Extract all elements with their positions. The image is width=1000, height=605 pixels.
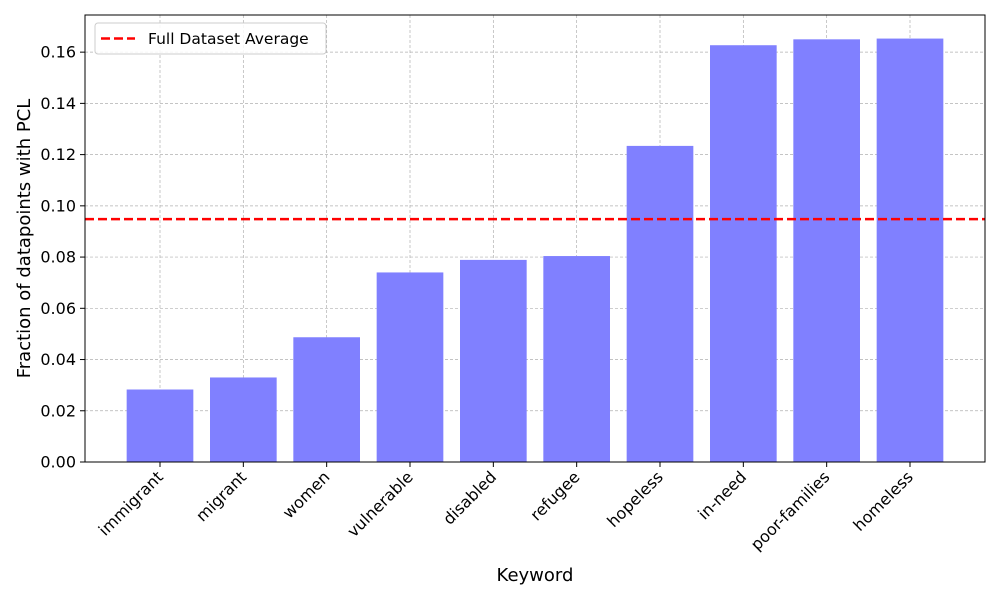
bar [460,259,527,462]
bar [793,39,860,463]
x-tick-label: women [279,467,334,522]
x-axis-title: Keyword [497,565,574,586]
y-tick-label: 0.10 [40,196,76,215]
y-tick-label: 0.08 [40,248,76,267]
x-tick-label: homeless [849,467,916,534]
y-tick-label: 0.06 [40,299,76,318]
legend-label: Full Dataset Average [148,30,309,48]
bar [126,389,194,462]
bar [376,272,444,462]
plot-frame [84,14,986,463]
x-ticks: immigrant migrant women vulnerable disabled r… [95,462,917,554]
bars-layer [126,38,944,463]
bar [626,145,694,462]
legend: Full Dataset Average [94,22,327,55]
y-axis-title: Fraction of datapoints with PCL [14,99,35,379]
x-tick-label: refugee [526,467,583,524]
x-tick-label: vulnerable [343,467,416,540]
bar [293,337,360,462]
bar [876,38,944,462]
y-tick-label: 0.16 [40,43,76,62]
x-tick-label: migrant [192,467,250,525]
x-tick-label: poor-families [747,467,834,554]
y-tick-label: 0.04 [40,350,76,369]
x-tick-label: hopeless [603,467,667,531]
legend-box [94,22,327,55]
bar [710,45,777,463]
y-tick-label: 0.00 [40,453,76,472]
bar [543,256,610,462]
bar [210,377,277,462]
y-ticks: 0.00 0.02 0.04 0.06 0.08 0.10 0.12 0.14 0.16 [40,43,85,472]
y-tick-label: 0.02 [40,401,76,420]
x-tick-label: immigrant [95,467,167,539]
y-tick-label: 0.14 [40,94,76,113]
x-tick-label: in-need [694,467,750,523]
x-tick-label: disabled [439,467,500,528]
y-tick-label: 0.12 [40,145,76,164]
